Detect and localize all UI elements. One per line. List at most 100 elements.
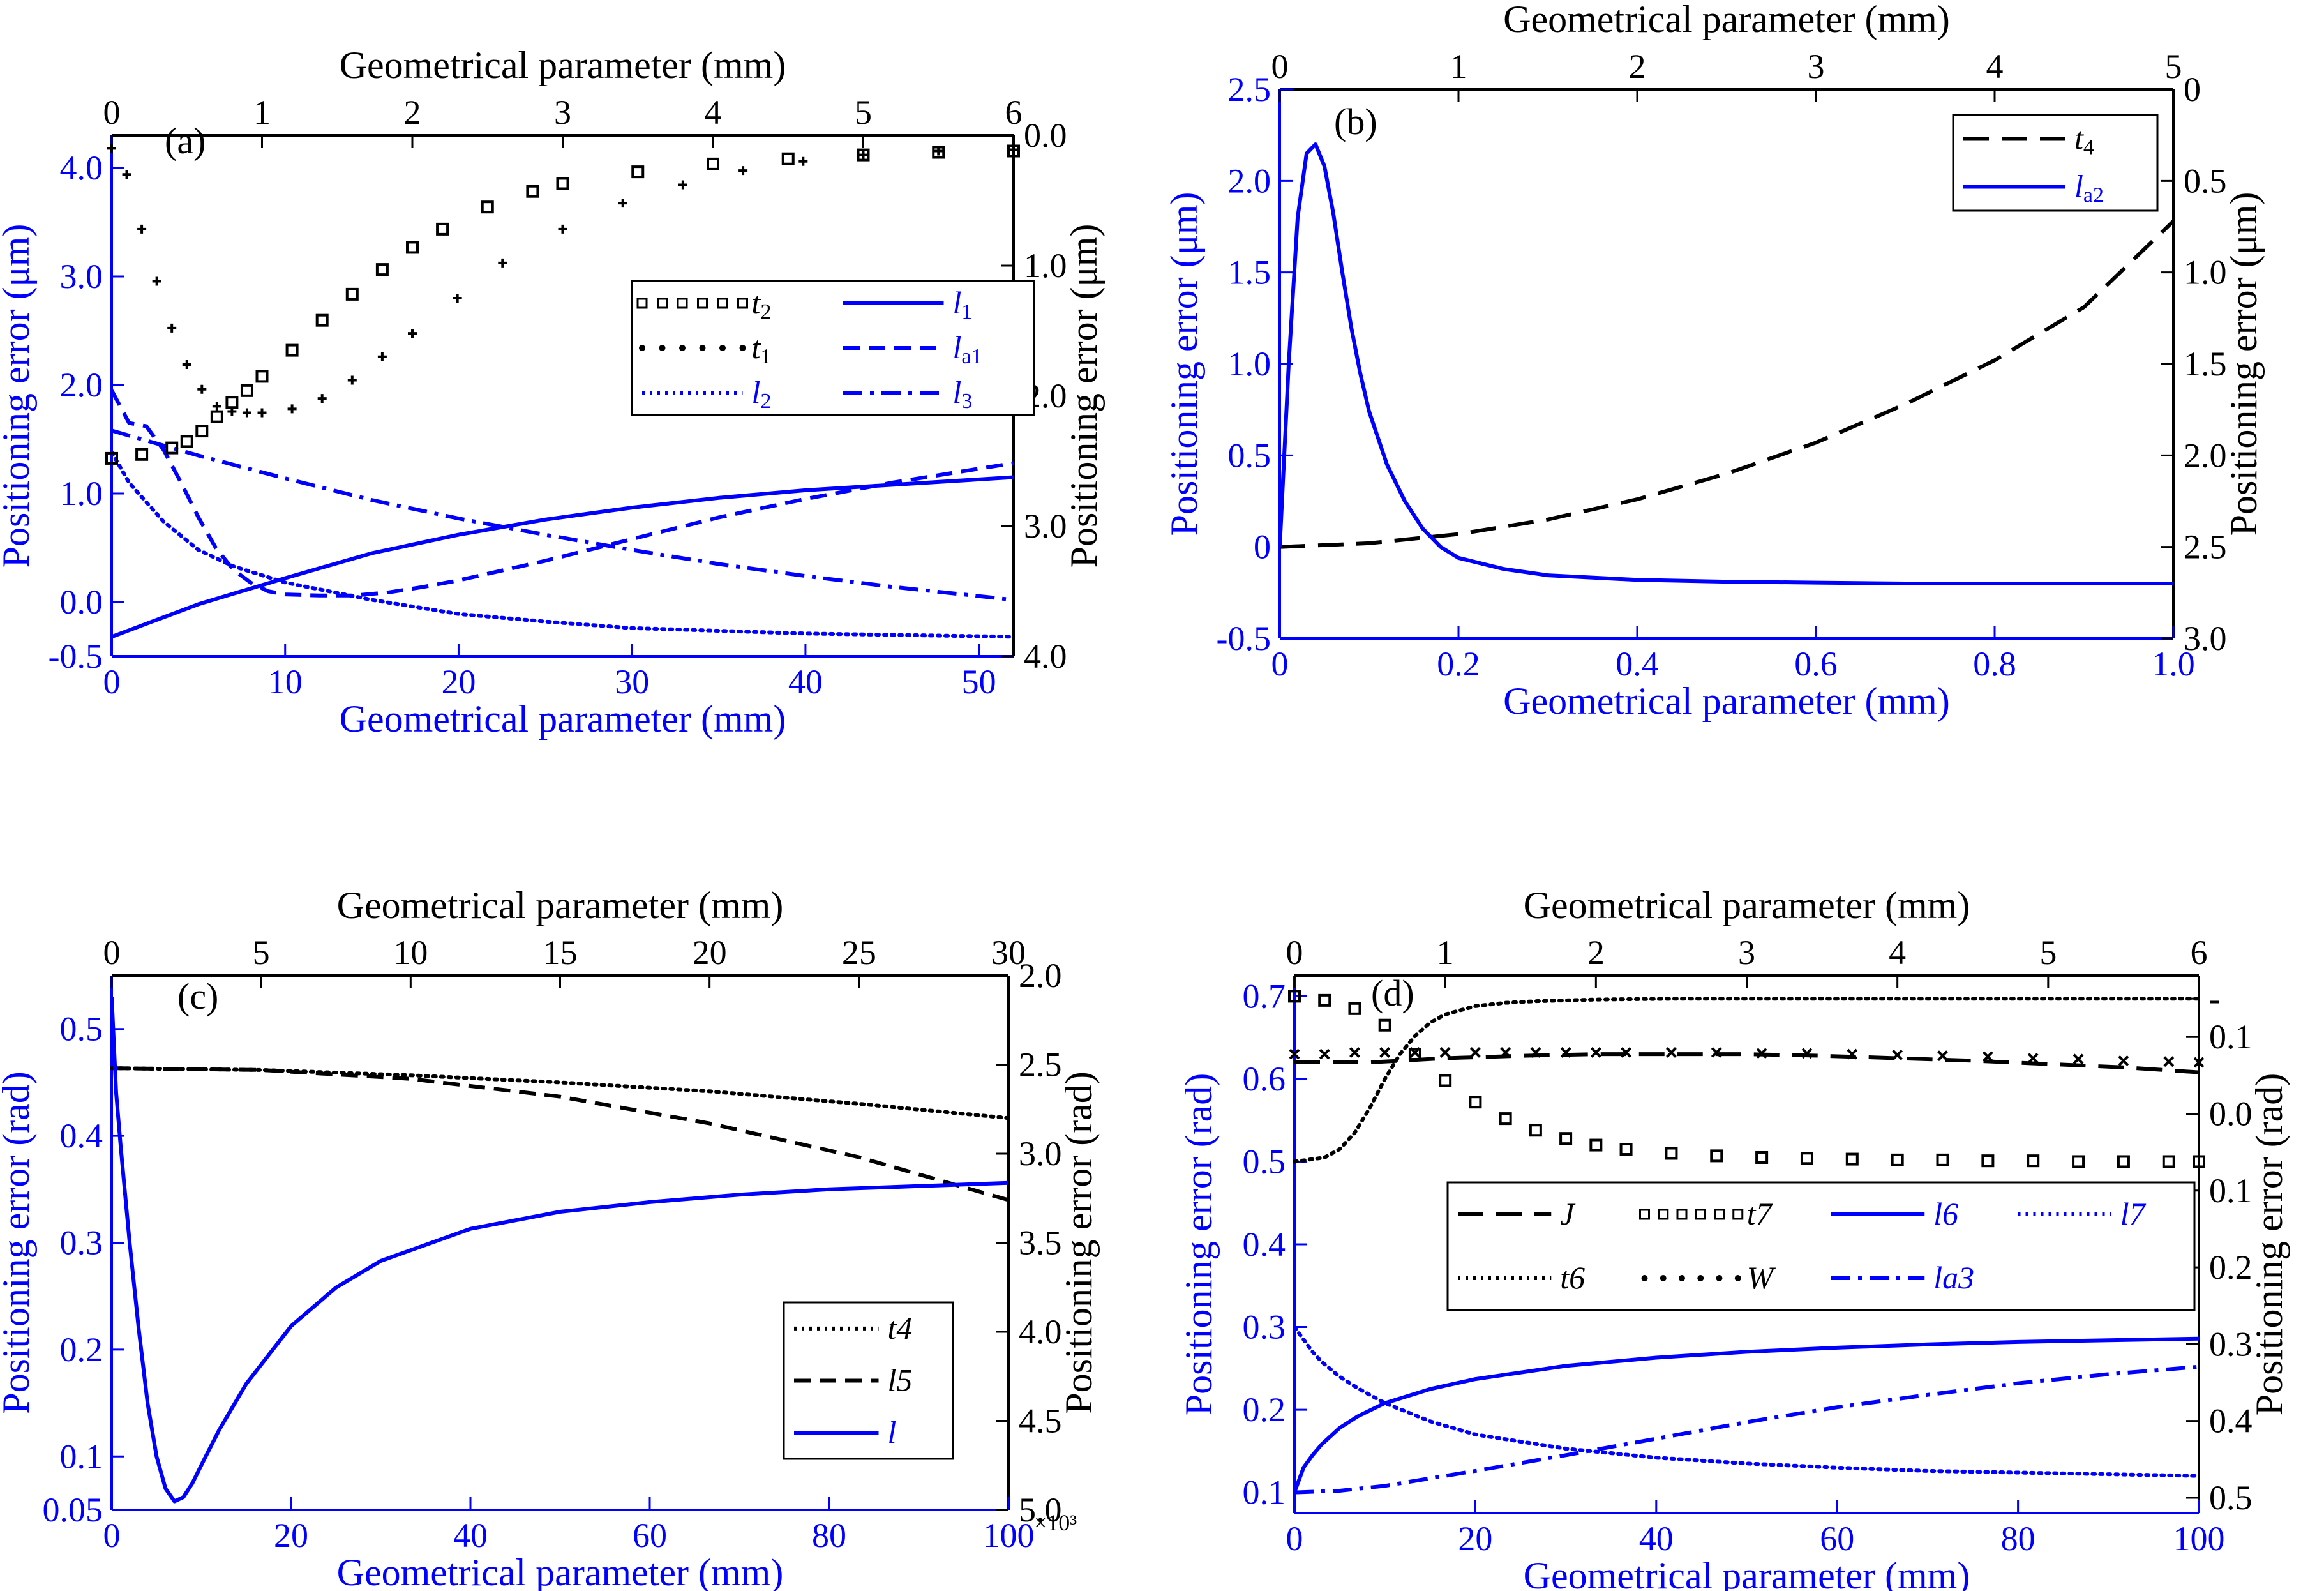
marker-plus <box>738 166 748 176</box>
x-top-tick-label: 25 <box>842 933 876 972</box>
x-bottom-tick-label: 0.4 <box>1616 645 1659 683</box>
y-right-tick-label: 2.0 <box>1019 956 1062 995</box>
series-l1 <box>110 475 1014 639</box>
marker-cross <box>2073 1053 2084 1065</box>
series-line <box>110 389 1014 598</box>
x-top-tick-label: 0 <box>1271 47 1289 86</box>
y-right-tick-label: 5.0 <box>1019 1491 1062 1529</box>
series-la1 <box>110 389 1014 598</box>
legend-marker <box>1639 1209 1650 1220</box>
panel-label: (c) <box>177 976 218 1017</box>
y-left-tick-label: -0.5 <box>49 637 103 675</box>
legend-box <box>1446 1181 2196 1311</box>
legend-marker <box>679 345 686 351</box>
marker-plus <box>678 180 687 190</box>
x-top-tick-label: 5 <box>2039 933 2057 972</box>
x-top-tick-label: 5 <box>253 933 270 972</box>
y-right-tick-label: 4.5 <box>1019 1402 1062 1440</box>
marker-square <box>1619 1143 1633 1156</box>
legend-marker <box>636 298 648 309</box>
y-right-tick-label: 1.5 <box>2184 345 2227 383</box>
legend-label: t4 <box>888 1310 913 1346</box>
marker-cross <box>1530 1047 1541 1058</box>
marker-square <box>255 370 269 383</box>
y-right-tick-label: 2.5 <box>1019 1046 1062 1084</box>
legend-marker <box>697 298 708 309</box>
y-right-tick-label: 0.0 <box>2209 1095 2253 1133</box>
series-l6 <box>1293 1336 2200 1493</box>
y-left-tick-label: 0.5 <box>60 1010 103 1048</box>
marker-plus <box>1009 145 1018 155</box>
marker-square <box>1981 1154 1995 1168</box>
marker-cross <box>1711 1047 1722 1058</box>
marker-square <box>1559 1132 1573 1145</box>
marker-square <box>1408 1048 1421 1061</box>
marker-plus <box>212 402 221 411</box>
series-line <box>1294 1052 2200 1074</box>
x-top-tick-label: 2 <box>404 93 421 132</box>
y-left-tick-label: 1.0 <box>1228 345 1271 383</box>
series-t2 <box>105 144 1020 465</box>
y-right-tick-label: 4.0 <box>1024 637 1067 675</box>
legend-label: l <box>888 1414 897 1450</box>
series-l2 <box>110 450 1016 639</box>
y-right-tick-label: - <box>2209 979 2221 1018</box>
marker-square <box>1439 1074 1452 1087</box>
marker-square <box>1589 1138 1603 1152</box>
marker-cross <box>1892 1049 1903 1060</box>
series-line <box>110 1066 1010 1120</box>
x-bottom-tick-label: 40 <box>453 1516 488 1555</box>
y-left-tick-label: 4.0 <box>60 149 103 187</box>
marker-plus <box>197 384 207 394</box>
series-line <box>1293 997 2201 1164</box>
y-right-label: Positioning error (rad) <box>2248 1073 2290 1416</box>
marker-square <box>556 177 569 190</box>
y-left-label: Positioning error (rad) <box>1178 1073 1220 1416</box>
marker-plus <box>798 156 808 166</box>
y-right-tick-label: 0.0 <box>1024 116 1067 155</box>
x-bottom-label: Geometrical parameter (mm) <box>340 698 786 740</box>
panel-a: 0 10 20 30 40 50 0 1 2 3 4 5 6 -0.5 0.0 1.0 2.0 3.0 4.0 0.0… <box>0 44 1105 740</box>
series-t6 <box>1293 997 2201 1164</box>
x-top-tick-label: 4 <box>1889 933 1906 972</box>
x-top-tick-label: 4 <box>1986 47 2004 86</box>
y-left-tick-label: 0.0 <box>60 583 103 621</box>
y-left-tick-label: 0 <box>1254 528 1271 566</box>
series-line <box>1293 1336 2200 1493</box>
x-bottom-tick-label: 0 <box>103 663 121 701</box>
marker-cross <box>1500 1047 1511 1058</box>
marker-square <box>631 165 645 179</box>
marker-cross <box>1379 1047 1391 1058</box>
x-top-tick-label: 5 <box>855 93 872 132</box>
y-left-tick-label: 0.1 <box>60 1437 103 1475</box>
marker-plus <box>453 294 462 303</box>
marker-cross <box>1349 1047 1360 1058</box>
x-top-label: Geometrical parameter (mm) <box>1503 0 1950 40</box>
marker-plus <box>137 224 147 234</box>
panel-label: (a) <box>165 120 206 162</box>
legend-marker <box>1695 1209 1706 1220</box>
marker-cross <box>1319 1048 1330 1060</box>
marker-square <box>1755 1150 1769 1164</box>
y-left-tick-label: 0.3 <box>60 1224 103 1262</box>
y-left-tick-label: 0.3 <box>1243 1308 1286 1346</box>
series-la3 <box>1294 1364 2200 1495</box>
x-bottom-tick-label: 10 <box>268 663 303 701</box>
series-line <box>110 475 1014 639</box>
legend-marker <box>1697 1275 1704 1281</box>
x-bottom-tick-label: 20 <box>441 663 476 701</box>
series-line <box>110 997 1009 1504</box>
x-bottom-label: Geometrical parameter (mm) <box>1524 1555 1970 1591</box>
marker-square <box>1936 1153 1949 1166</box>
marker-square <box>1378 1018 1391 1032</box>
series-line <box>111 428 1014 602</box>
y-left-tick-label: 0.1 <box>1243 1474 1286 1512</box>
marker-plus <box>107 144 116 153</box>
marker-square <box>857 148 870 162</box>
marker-square <box>2027 1154 2040 1168</box>
marker-plus <box>558 224 567 234</box>
x-top-tick-label: 15 <box>543 933 578 972</box>
marker-square <box>707 157 719 170</box>
marker-square <box>285 343 299 357</box>
